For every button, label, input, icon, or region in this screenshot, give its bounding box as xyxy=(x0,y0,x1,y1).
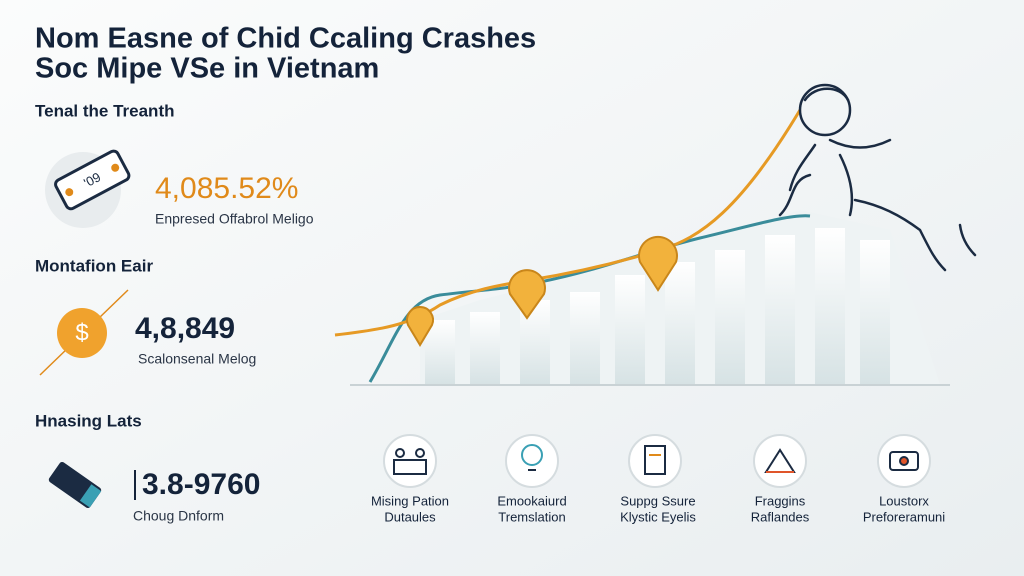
feature-label: Fraggins xyxy=(755,493,806,508)
svg-text:$: $ xyxy=(75,319,88,346)
feature-label: Mising Pation xyxy=(371,493,449,508)
feature-label: Tremslation xyxy=(498,509,565,524)
feature-glyphs xyxy=(393,444,919,475)
device-icon xyxy=(48,462,102,508)
decorative-chart xyxy=(334,83,977,386)
title-line: Nom Easne of Chid Ccaling Crashes xyxy=(35,23,536,55)
section-heading: Montafion Eair xyxy=(35,256,153,275)
stat-caption: Scalonsenal Melog xyxy=(138,351,256,367)
feature-label: Loustorx xyxy=(879,493,929,508)
coin-icon: $ xyxy=(39,289,129,376)
feature-label: Suppg Ssure xyxy=(620,493,695,508)
feature-label: Preforeramuni xyxy=(863,509,945,524)
feature-label: Emookaiurd xyxy=(497,493,566,508)
section-heading: Hnasing Lats xyxy=(35,411,142,430)
stat-caption: Choug Dnform xyxy=(133,508,224,524)
feature-label: Klystic Eyelis xyxy=(620,509,696,524)
stat-caption: Enpresed Offabrol Meligo xyxy=(155,211,314,227)
stat-value: 4,085.52% xyxy=(155,172,298,205)
stat-value: 4,8,849 xyxy=(135,312,235,345)
section-heading: Tenal the Treanth xyxy=(35,101,175,120)
ticket-icon: '09 xyxy=(45,149,131,228)
feature-label: Dutaules xyxy=(384,509,436,524)
stat-value: 3.8-9760 xyxy=(142,468,260,501)
ticket-text: '09 xyxy=(81,169,103,190)
title-line: Soc Mipe VSe in Vietnam xyxy=(35,53,379,85)
feature-label: Raflandes xyxy=(751,509,810,524)
